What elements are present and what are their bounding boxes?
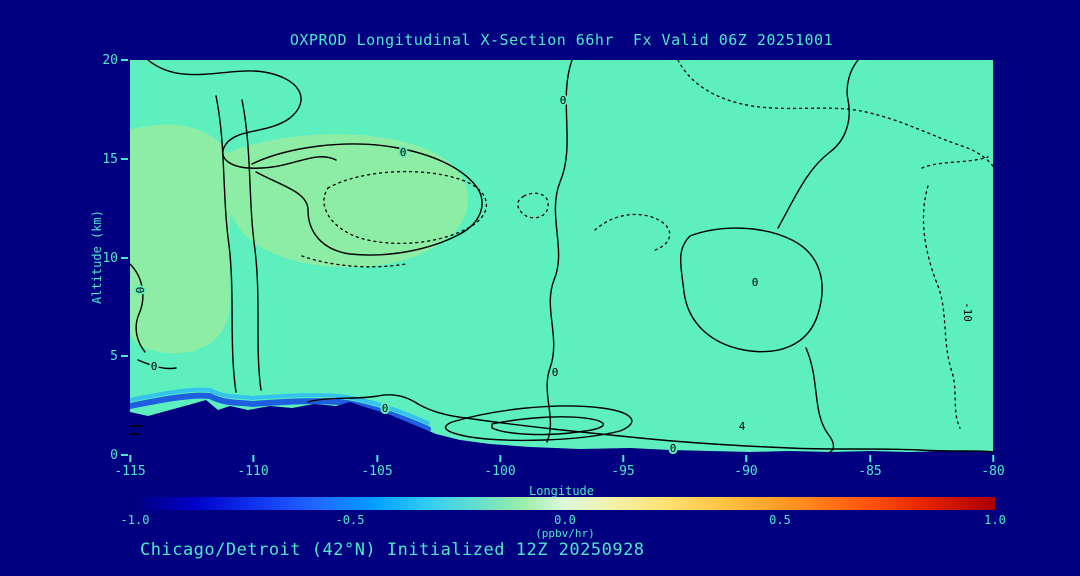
x-tick--115: -115 [114,455,146,479]
colorbar-gradient [135,497,995,510]
y-tick-10: 10 [82,250,128,266]
pale-green-patch [220,134,468,268]
contour-line-solid [546,60,573,443]
contour-label: 0 [400,146,407,159]
contour-line-dotted [301,255,407,268]
tick-mark [121,355,128,357]
contour-line-dotted [594,213,671,252]
tick-mark [621,455,624,462]
contour-label: 0 [151,360,158,373]
x-tick--95: -95 [611,455,635,479]
cyan-layer [130,387,430,425]
colorbar-tick-label: -0.5 [335,513,365,527]
x-tick-label: -80 [981,464,1005,479]
contour-labels: 0 0 0 0 0 0 0 0 4 -10 [131,92,976,455]
contour-label: 0 [560,94,567,107]
contour-label: 0 [552,366,559,379]
colorbar-tick-label: 0.5 [769,513,791,527]
x-tick-label: -115 [114,464,146,479]
tick-mark [129,455,131,462]
contour-label: 0 [133,287,146,294]
y-tick-label: 0 [110,447,118,463]
x-tick-label: -85 [858,464,882,479]
x-tick--80: -80 [981,455,1005,479]
contour-line-solid [130,263,146,353]
x-tick-label: -105 [361,464,393,479]
tick-mark [499,455,501,462]
terrain-boundary-layers [130,387,431,432]
y-tick-label: 20 [102,52,118,68]
contour-line-solid [251,143,483,256]
y-tick-15: 15 [82,151,128,167]
x-axis-label: Longitude [528,484,595,498]
tick-mark [121,257,128,259]
negative-anomaly-patches [130,124,468,354]
x-tick--90: -90 [734,455,758,479]
contour-line-dotted [517,192,549,219]
pale-green-patch [130,124,231,354]
x-tick-label: -100 [484,464,516,479]
colorbar-tick-label: 1.0 [984,513,1006,527]
x-tick-label: -95 [611,464,635,479]
tick-mark [252,455,254,462]
y-tick-label: 15 [102,151,118,167]
tick-mark [376,455,378,462]
y-tick-label: 10 [102,250,118,266]
contour-line-dotted [323,170,487,245]
y-tick-20: 20 [82,52,128,68]
y-tick-5: 5 [82,348,128,364]
contour-label: 0 [752,276,759,289]
tick-mark [121,158,128,160]
tick-mark [744,455,747,462]
contour-line-solid [491,416,605,436]
contour-line-dotted [921,156,989,169]
contour-line-solid [130,425,143,435]
contour-lines [130,60,993,453]
tick-mark [121,59,128,61]
colorbar-units-label: (ppbv/hr) [535,527,595,540]
contour-line-solid [777,60,859,229]
x-tick--105: -105 [361,455,393,479]
colorbar-tick-label: -1.0 [120,513,150,527]
contour-label: 4 [739,420,746,433]
contour-line-dotted [677,60,993,167]
contour-line-solid [241,99,262,391]
tick-mark [121,454,128,456]
colorbar-tick-label: 0.0 [554,513,576,527]
tick-mark [991,455,994,462]
contour-line-solid [679,227,823,353]
contour-label: -10 [961,302,974,322]
y-tick-label: 5 [110,348,118,364]
y-tick-0: 0 [82,447,128,463]
chart-title: OXPROD Longitudinal X-Section 66hr Fx Va… [289,31,834,49]
x-tick-label: -90 [734,464,758,479]
contour-line-solid [137,359,177,370]
blue-layer [130,392,431,432]
contour-line-solid [215,95,237,393]
contour-plot: 0 0 0 0 0 0 0 0 4 -10 [130,60,993,455]
contour-label: 0 [382,402,389,415]
contour-line-solid [445,405,633,442]
x-tick--85: -85 [858,455,882,479]
plot-area: 0 0 0 0 0 0 0 0 4 -10 [130,60,993,455]
x-tick--110: -110 [237,455,269,479]
figure-caption: Chicago/Detroit (42°N) Initialized 12Z 2… [140,540,645,560]
contour-line-dotted [922,185,961,429]
tick-mark [868,455,871,462]
x-tick--100: -100 [484,455,516,479]
contour-line-solid [147,60,337,169]
x-tick-label: -110 [237,464,269,479]
contour-line-solid [307,394,467,419]
contour-line-solid [465,417,993,453]
contour-line-solid [805,347,835,453]
terrain-silhouette [130,400,993,455]
contour-label: 0 [670,442,677,455]
